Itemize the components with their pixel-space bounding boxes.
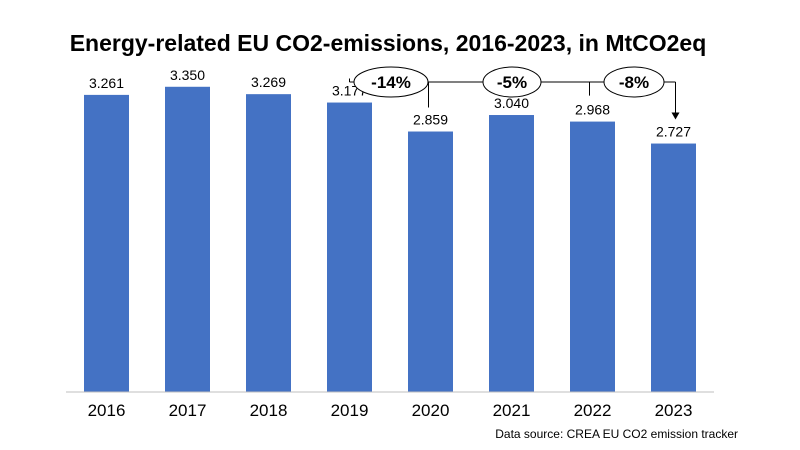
bar-2018 <box>246 94 291 392</box>
x-tick-2019: 2019 <box>331 401 369 420</box>
data-label-2022: 2.968 <box>575 102 610 118</box>
data-label-2023: 2.727 <box>656 124 691 140</box>
annotations-group: -14% -5% -8% <box>349 66 680 120</box>
bars-group <box>84 86 696 393</box>
bar-2020 <box>408 131 453 392</box>
data-label-2020: 2.859 <box>413 112 448 128</box>
annotation-ellipse-3 <box>603 66 665 98</box>
x-tick-2016: 2016 <box>88 401 126 420</box>
data-label-2018: 3.269 <box>251 74 286 90</box>
annotation-label-1: -14% <box>371 73 411 92</box>
bar-2019 <box>327 102 372 392</box>
x-tick-labels-group: 2016 2017 2018 2019 2020 2021 2022 2023 <box>88 401 693 420</box>
x-tick-2020: 2020 <box>412 401 450 420</box>
x-tick-2021: 2021 <box>493 401 531 420</box>
x-tick-2023: 2023 <box>655 401 693 420</box>
x-tick-2022: 2022 <box>574 401 612 420</box>
bar-2022 <box>570 121 615 393</box>
bar-2016 <box>84 94 129 393</box>
arrowhead-2023 <box>671 112 680 120</box>
x-tick-2017: 2017 <box>169 401 207 420</box>
annotation-label-2: -5% <box>497 73 527 92</box>
bar-2017 <box>165 86 210 393</box>
data-label-2017: 3.350 <box>170 67 205 83</box>
data-label-2016: 3.261 <box>89 75 124 91</box>
data-source-note: Data source: CREA EU CO2 emission tracke… <box>495 427 738 441</box>
data-label-2021: 3.040 <box>494 95 529 111</box>
bar-2023 <box>651 143 696 392</box>
x-tick-2018: 2018 <box>250 401 288 420</box>
annotation-label-3: -8% <box>619 73 649 92</box>
annotation-ellipse-1 <box>353 66 429 98</box>
bar-2021 <box>489 115 534 393</box>
chart-title: Energy-related EU CO2-emissions, 2016-20… <box>70 30 707 56</box>
annotation-ellipse-2 <box>482 66 542 98</box>
